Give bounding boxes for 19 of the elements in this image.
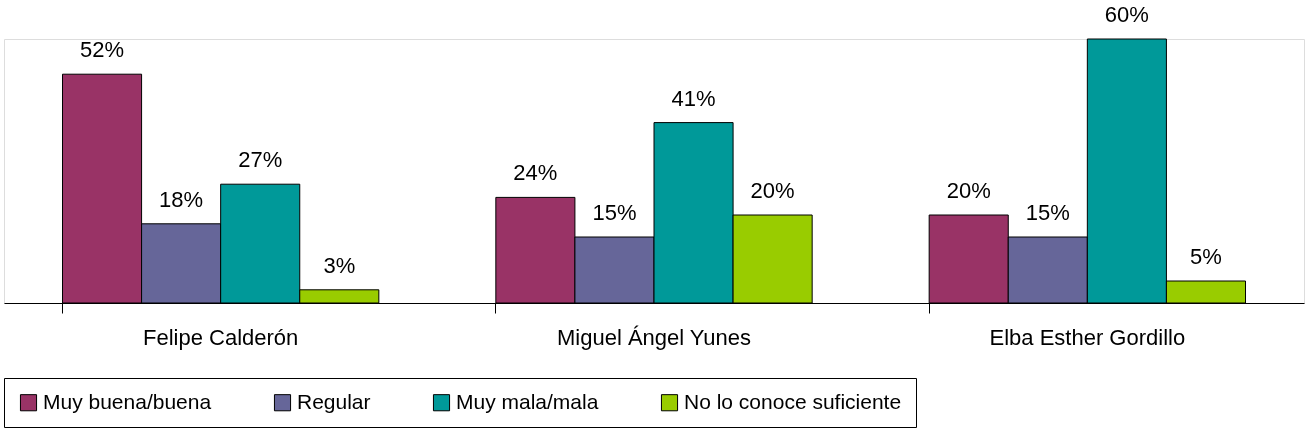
data-label: 60% [1104,2,1149,27]
data-label: 20% [750,178,795,203]
data-label: 15% [1025,200,1070,225]
legend-label: Muy buena/buena [43,389,212,413]
data-label: 41% [671,85,716,111]
data-label: 3% [323,252,356,278]
legend-label: No lo conoce suficiente [684,389,902,413]
data-label: 20% [946,178,991,203]
x-tick-label: Miguel Ángel Yunes [556,324,752,350]
data-label: 18% [159,186,204,212]
data-label: 24% [513,160,558,186]
x-tick-label: Felipe Calderón [143,324,299,350]
x-tick-label: Elba Esther Gordillo [989,324,1186,350]
data-label: 15% [592,200,637,225]
legend-label: Regular [297,389,371,413]
data-label: 52% [80,37,125,63]
legend-label: Muy mala/mala [456,389,599,413]
data-label: 5% [1190,244,1222,269]
data-label: 27% [238,147,283,173]
